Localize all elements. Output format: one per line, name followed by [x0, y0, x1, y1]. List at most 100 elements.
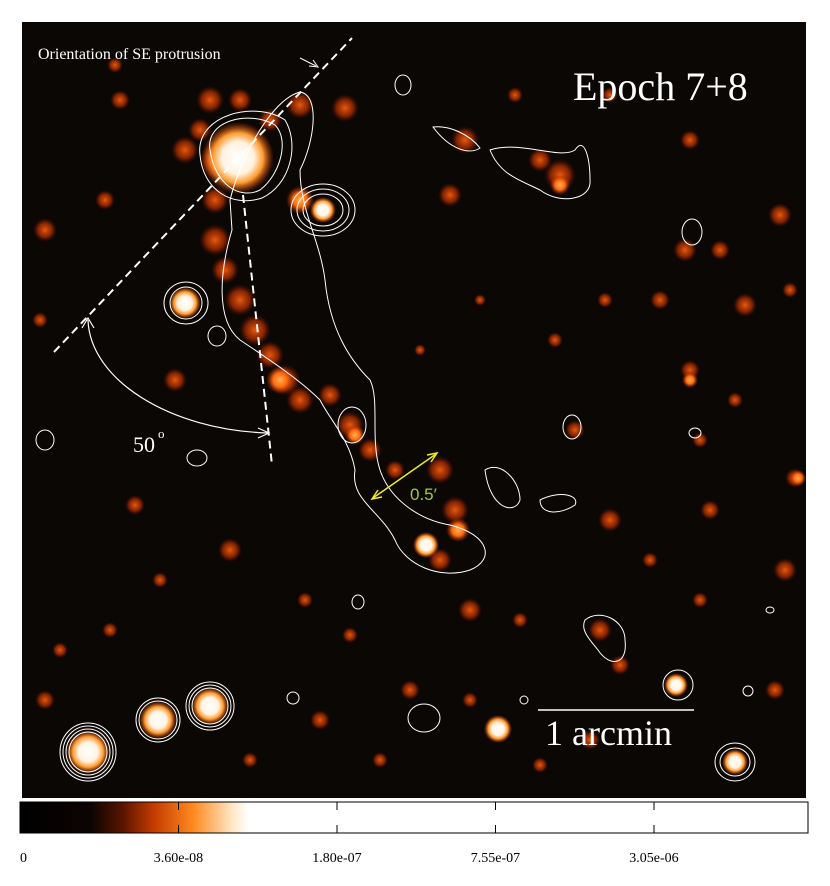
emission-dim	[426, 456, 454, 484]
emission-mid	[790, 470, 806, 486]
emission-bright	[66, 730, 110, 774]
emission-dim	[224, 284, 256, 316]
colorbar-tick-label: 7.55e-07	[471, 851, 520, 866]
emission-mid	[446, 518, 470, 542]
colorbar-tick-label: 3.60e-08	[154, 851, 203, 866]
emission-bright	[484, 715, 512, 743]
emission-mid	[266, 366, 294, 394]
emission-dim	[451, 126, 479, 154]
emission-dim	[52, 642, 68, 658]
emission-dim	[201, 186, 229, 214]
emission-dim	[297, 592, 313, 608]
colorbar-tick-label: 0	[20, 851, 27, 866]
emission-dim	[400, 680, 420, 700]
emission-dim	[107, 57, 123, 73]
emission-bright	[664, 673, 688, 697]
colorbar-tick-label: 1.80e-07	[312, 851, 361, 866]
emission-dim	[35, 690, 55, 710]
protrusion-label: Orientation of SE protrusion	[38, 46, 221, 63]
emission-dim	[218, 538, 242, 562]
emission-dim	[512, 612, 528, 628]
emission-dim	[727, 392, 743, 408]
emission-dim	[458, 598, 482, 622]
emission-dim	[650, 290, 670, 310]
emission-dim	[673, 238, 697, 262]
epoch-label: Epoch 7+8	[573, 64, 748, 109]
emission-mid	[682, 372, 698, 388]
angle-label: 50	[133, 432, 155, 457]
emission-dim	[565, 420, 585, 440]
emission-dim	[532, 757, 548, 773]
emission-dim	[196, 86, 224, 114]
emission-dim	[507, 87, 523, 103]
emission-dim	[414, 344, 426, 356]
emission-dim	[95, 190, 115, 210]
emission-dim	[286, 386, 314, 414]
emission-dim	[242, 752, 258, 768]
guide-lines	[53, 37, 694, 711]
emission-mid	[550, 175, 570, 195]
emission-dim	[286, 91, 314, 119]
emission-dim	[692, 592, 708, 608]
emission-dim	[700, 500, 720, 520]
emission-dim	[211, 256, 239, 284]
colorbar-ticks: 0 3.60e-08 1.80e-07 7.55e-07 3.05e-06	[20, 802, 679, 866]
emission-dim	[710, 240, 730, 260]
emission-dim	[474, 294, 486, 306]
emission-dim	[438, 183, 462, 207]
emission-dim	[171, 136, 199, 164]
emission-dim	[163, 368, 187, 392]
emission-dim	[692, 432, 708, 448]
emission-dim	[342, 627, 358, 643]
emission-dim	[441, 496, 469, 524]
emission-dim	[331, 94, 359, 122]
emission-dim	[102, 622, 118, 638]
emission-dim	[768, 203, 792, 227]
emission-dim	[125, 495, 145, 515]
emission-dim	[547, 332, 563, 348]
colorbar-tick-label: 3.05e-06	[629, 851, 678, 866]
emission-dim	[580, 730, 600, 750]
emission-bright	[413, 532, 439, 558]
emission-dim	[199, 224, 231, 256]
emission-dim	[528, 148, 552, 172]
emission-dim	[680, 130, 700, 150]
emission-dim	[152, 572, 168, 588]
emission-dim	[188, 118, 212, 142]
scale-bar-label: 1 arcmin	[545, 713, 672, 753]
emission-dim	[462, 692, 478, 708]
emission-bright	[169, 287, 201, 319]
emission-dim	[765, 680, 785, 700]
angle-unit: o	[158, 426, 165, 441]
emission-bright	[722, 749, 748, 775]
emission-bright	[310, 197, 336, 223]
emission-dim	[310, 710, 330, 730]
emission-bright	[139, 701, 177, 739]
scale-arrow	[370, 451, 439, 501]
emission-dim	[602, 87, 618, 103]
emission-bright	[191, 687, 229, 725]
emission-dim	[588, 618, 612, 642]
emission-dim	[318, 383, 342, 407]
emission-dim	[256, 341, 284, 369]
colorbar	[19, 801, 809, 834]
emission-dim	[239, 314, 271, 346]
emission-dim	[32, 312, 48, 328]
emission-dim	[110, 90, 130, 110]
emission-dim	[33, 218, 57, 242]
emission-dim	[642, 552, 658, 568]
emission-dim	[610, 655, 630, 675]
emission-dim	[782, 282, 798, 298]
emission-dim	[733, 293, 757, 317]
emission-dim	[597, 292, 613, 308]
emission-dim	[358, 438, 382, 462]
emission-dim	[773, 558, 797, 582]
image-background	[22, 22, 806, 798]
emission-dim	[372, 752, 388, 768]
emission-dim	[598, 508, 622, 532]
contours	[35, 74, 775, 782]
scale-arrow-label: 0.5′	[410, 485, 437, 504]
emission-dim	[228, 88, 252, 112]
emission-dim	[385, 460, 405, 480]
